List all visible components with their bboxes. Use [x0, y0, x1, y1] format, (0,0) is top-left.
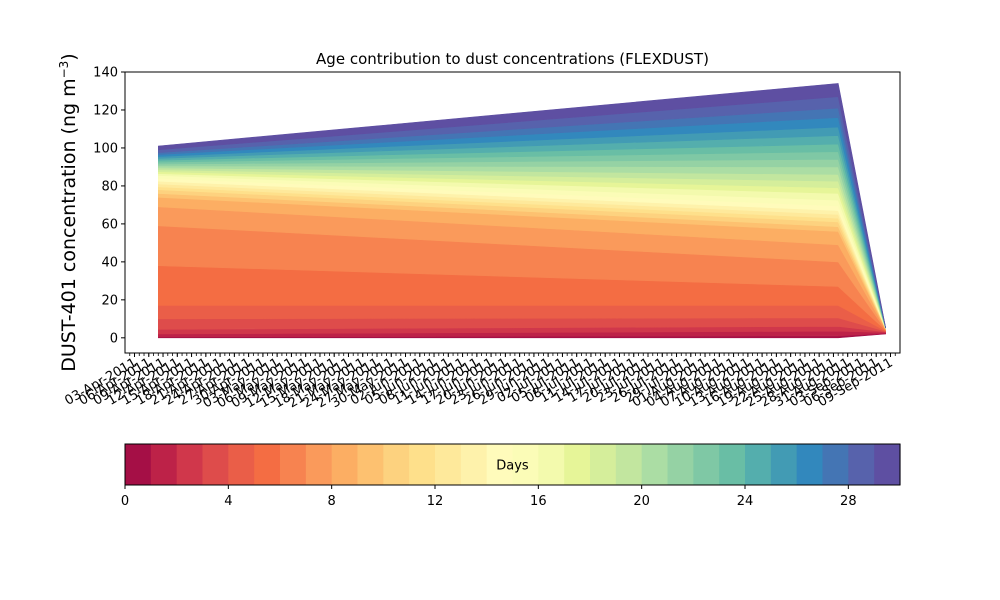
colorbar-swatch [331, 444, 359, 485]
colorbar-swatch [822, 444, 849, 485]
colorbar-swatch [305, 444, 333, 485]
y-axis-ticks: 0 20 40 60 80 100 120 140 [93, 66, 125, 346]
y-tick-label: 140 [93, 66, 118, 81]
area-layer-day-29 [158, 83, 886, 328]
colorbar-swatch [357, 444, 384, 485]
colorbar-swatch [125, 444, 152, 485]
colorbar-swatch [693, 444, 720, 485]
y-tick-label: 120 [93, 103, 118, 118]
colorbar-frame [124, 443, 901, 486]
colorbar-swatch [176, 444, 204, 485]
colorbar-swatch [150, 444, 178, 485]
colorbar-swatch [590, 444, 617, 485]
colorbar-tick-label: 0 [121, 494, 129, 509]
colorbar-swatch [796, 444, 824, 485]
colorbar-swatch [409, 444, 436, 485]
chart-title: Age contribution to dust concentrations … [316, 50, 709, 68]
x-axis-ticks: 03-Apr-201106-Apr-201109-Apr-201112-Apr-… [62, 353, 896, 411]
stacked-area-layers [158, 83, 887, 339]
colorbar-swatch [538, 444, 565, 485]
y-axis-label-close: ) [58, 53, 80, 60]
colorbar-swatch [512, 444, 539, 485]
colorbar-swatch [280, 444, 307, 485]
colorbar-tick-label: 12 [427, 494, 444, 509]
colorbar-swatch [615, 444, 643, 485]
y-tick-label: 100 [93, 141, 118, 156]
colorbar-swatch [460, 444, 488, 485]
y-tick-label: 0 [110, 331, 118, 346]
colorbar-swatch [641, 444, 669, 485]
colorbar-tick-label: 24 [737, 494, 754, 509]
y-tick-label: 20 [101, 293, 118, 308]
plot-frame [124, 71, 901, 354]
colorbar-tick-label: 4 [224, 494, 232, 509]
y-tick-label: 40 [101, 255, 118, 270]
y-tick-label: 60 [101, 217, 118, 232]
colorbar-swatch [719, 444, 746, 485]
y-axis-label-superscript: −3 [57, 61, 71, 79]
colorbar-swatch [383, 444, 410, 485]
colorbar-swatch [564, 444, 591, 485]
colorbar-tick-label: 28 [840, 494, 857, 509]
colorbar-swatch [254, 444, 281, 485]
colorbar-swatch [202, 444, 229, 485]
colorbar-swatch [770, 444, 798, 485]
colorbar-swatch [228, 444, 255, 485]
colorbar-tick-label: 8 [328, 494, 336, 509]
colorbar-swatch [848, 444, 875, 485]
y-axis-label: DUST-401 concentration (ng m−3) [57, 53, 80, 371]
colorbar-swatch [667, 444, 694, 485]
colorbar-swatch [435, 444, 462, 485]
colorbar-label: Days [496, 459, 529, 474]
colorbar-tick-label: 20 [633, 494, 650, 509]
colorbar-swatch [874, 444, 901, 485]
colorbar-swatch [745, 444, 772, 485]
colorbar-swatch [486, 444, 514, 485]
y-tick-label: 80 [101, 179, 118, 194]
colorbar: 0 4 8 12 16 20 24 28 [121, 443, 901, 509]
colorbar-tick-label: 16 [530, 494, 547, 509]
y-axis-label-main: DUST-401 concentration (ng m [58, 78, 80, 371]
